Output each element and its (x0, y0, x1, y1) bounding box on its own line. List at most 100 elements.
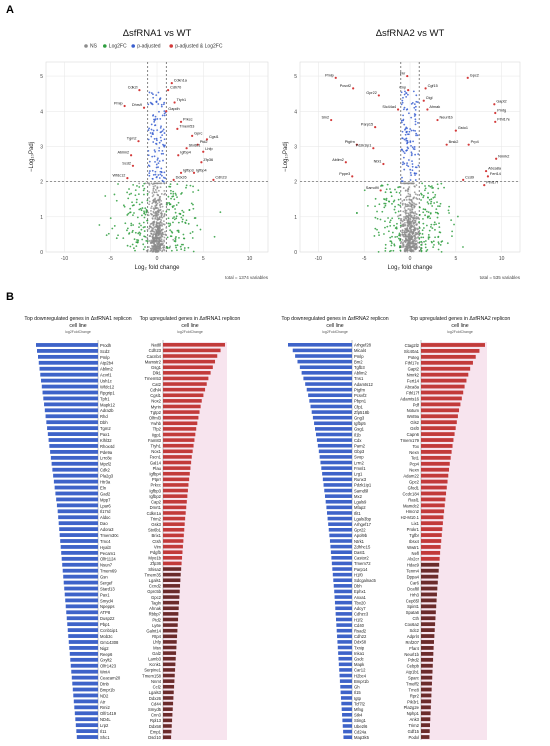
padj-point (148, 170, 151, 172)
padj-point (400, 119, 403, 122)
bar-category-label: Serpine1 (144, 668, 161, 673)
bar (342, 718, 352, 723)
significant-gene-point (466, 76, 469, 79)
plot-title: ΔsfRNA2 vs WT (376, 28, 445, 39)
log2fc-point (429, 202, 432, 205)
ns-point (404, 210, 407, 213)
ns-point (407, 233, 410, 236)
log2fc-point (170, 235, 173, 238)
ns-point (149, 235, 152, 238)
bar-category-label: Gal14 (150, 460, 162, 465)
log2fc-point (117, 183, 119, 185)
bar-category-label: Zdhhc15 (354, 544, 371, 549)
gene-label: Samd9l (366, 186, 379, 190)
log2fc-point (126, 214, 129, 216)
log2fc-point (453, 223, 455, 226)
ns-point (409, 193, 412, 196)
padj-point (415, 172, 418, 175)
bar-category-label: Rpgrip1 (100, 390, 115, 395)
log2fc-point (425, 250, 428, 253)
bar (163, 404, 201, 409)
padj-point (163, 110, 166, 112)
gene-label: Ddx26 (176, 175, 187, 179)
log2fc-point (418, 221, 421, 223)
ns-point (148, 200, 151, 203)
bar-category-label: Tcf7l2 (354, 701, 366, 706)
log2fc-point (384, 226, 386, 229)
bar (163, 443, 194, 448)
padj-point (415, 94, 418, 97)
padj-point (158, 147, 161, 149)
log2fc-point (128, 193, 131, 196)
padj-point (163, 145, 166, 148)
padj-point (402, 96, 404, 99)
bar-chart-title: Top upregulated genes in ΔsfRNA1 replico… (140, 316, 241, 322)
log2fc-point (428, 198, 431, 201)
ns-point (407, 242, 410, 245)
bar (421, 503, 445, 508)
log2fc-point (421, 233, 424, 235)
gene-label: Cdkn1a (174, 79, 188, 83)
ns-point (415, 203, 418, 206)
ns-point (407, 190, 409, 193)
bar-category-label: Lgals3 (149, 690, 162, 695)
ns-point (412, 216, 415, 219)
padj-point (413, 148, 416, 151)
log2fc-point (113, 225, 116, 227)
significant-gene-point (173, 101, 176, 104)
log2fc-point (439, 244, 442, 246)
gene-label: Ptd2 (200, 140, 208, 144)
log2fc-point (191, 231, 194, 233)
log2fc-point (134, 249, 136, 252)
bar-category-label: Lrrc8e (100, 456, 113, 461)
bar (421, 527, 443, 532)
bar-category-label: Kcnk1 (149, 662, 161, 667)
bar (163, 488, 188, 493)
bar-category-label: Nig2 (100, 646, 109, 651)
significant-gene-point (355, 143, 358, 146)
ns-point (158, 228, 161, 231)
bar (421, 592, 437, 597)
gene-label: Ahnak (429, 105, 440, 109)
ns-point (159, 198, 161, 201)
log2fc-point (431, 187, 433, 189)
ns-point (410, 214, 413, 217)
bar (67, 622, 98, 627)
bar (163, 724, 172, 728)
bar-category-label: Shc1 (100, 735, 110, 740)
padj-point (401, 130, 404, 133)
log2fc-point (187, 222, 190, 225)
padj-point (159, 118, 162, 120)
bar (58, 515, 98, 520)
padj-point (410, 144, 412, 147)
padj-point (403, 106, 406, 109)
log2fc-point (384, 243, 387, 246)
ns-point (153, 182, 156, 185)
bar (329, 539, 352, 543)
bar-category-label: Atr (100, 699, 106, 704)
log2fc-point (363, 189, 366, 192)
bar (421, 717, 431, 722)
bar (57, 509, 98, 514)
ns-point (161, 205, 164, 208)
log2fc-point (166, 203, 168, 206)
bar (340, 690, 352, 695)
bar-category-label: Ffar4 (409, 646, 419, 651)
padj-point (148, 127, 151, 130)
ns-point (164, 230, 166, 233)
ns-point (410, 216, 413, 218)
bar-category-label: Wfdc12 (100, 384, 115, 389)
log2fc-point (433, 202, 436, 204)
log2fc-point (98, 224, 101, 226)
ns-point (155, 230, 158, 233)
bar-category-label: Gng3 (354, 415, 365, 420)
bar (292, 348, 352, 353)
bar (297, 359, 352, 364)
ns-point (157, 248, 160, 251)
ns-point (413, 202, 415, 205)
bar-category-label: Ctag2l2 (405, 343, 420, 348)
bar-category-label: Tox (412, 444, 419, 449)
padj-point (158, 149, 160, 152)
bar-category-label: Cth (412, 616, 419, 621)
log2fc-point (393, 243, 396, 246)
